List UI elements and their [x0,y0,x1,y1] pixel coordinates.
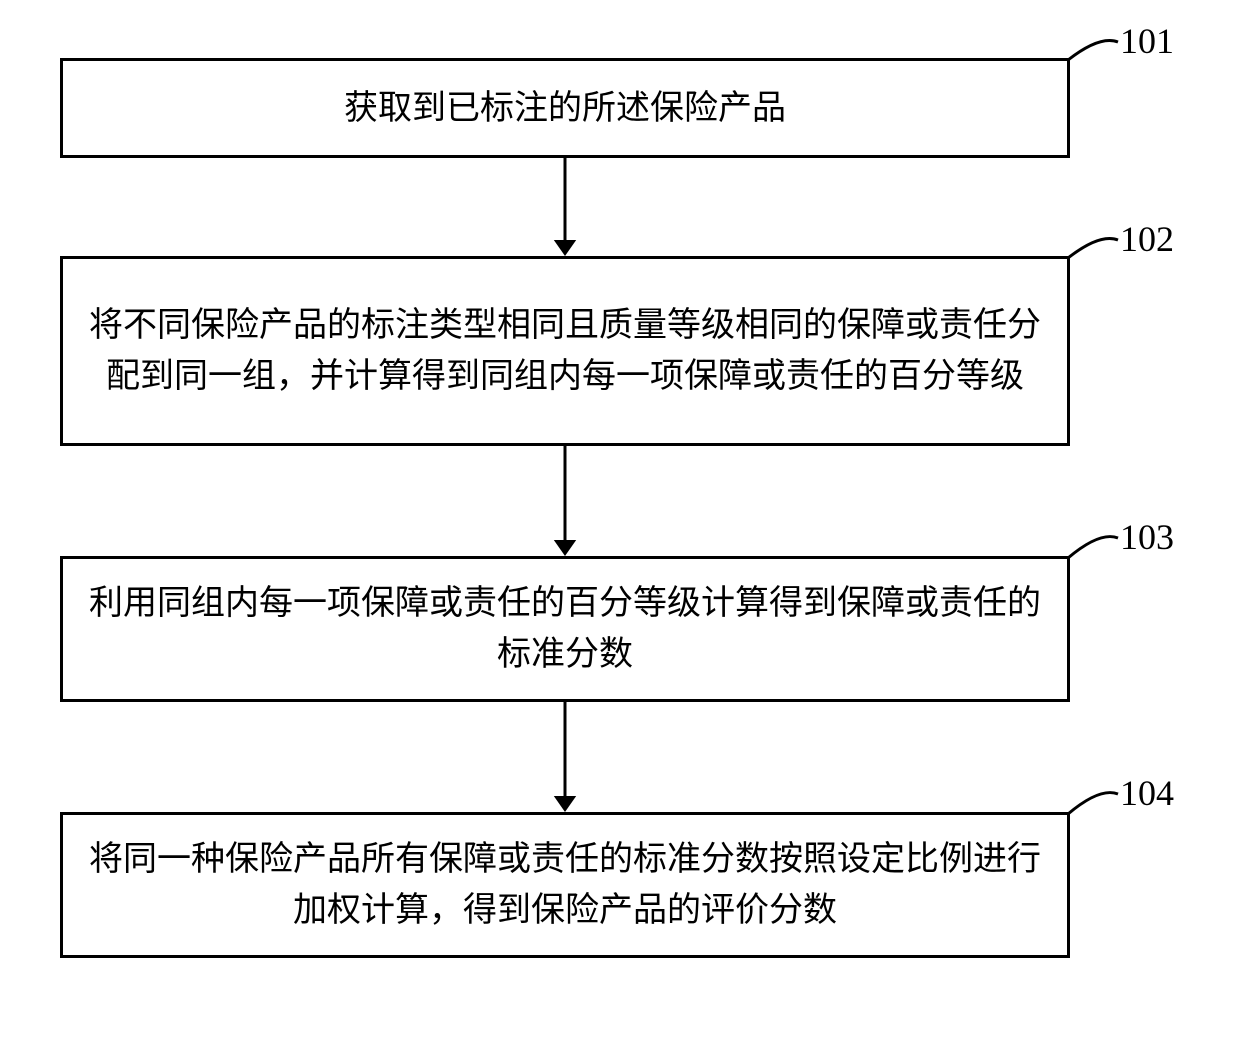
callout-curve-n101 [1068,40,1118,60]
flowchart-node-n102: 将不同保险产品的标注类型相同且质量等级相同的保障或责任分配到同一组，并计算得到同… [60,256,1070,446]
node-label-n103: 103 [1120,516,1174,558]
node-label-n101: 101 [1120,20,1174,62]
flow-arrowhead-0 [554,240,576,256]
flow-arrowhead-2 [554,796,576,812]
callout-curve-n103 [1068,537,1118,558]
flowchart-node-n103: 利用同组内每一项保障或责任的百分等级计算得到保障或责任的标准分数 [60,556,1070,702]
node-label-n104: 104 [1120,772,1174,814]
callout-curve-n104 [1068,793,1118,814]
node-label-n102: 102 [1120,218,1174,260]
callout-curve-n102 [1068,238,1118,258]
flowchart-node-n104: 将同一种保险产品所有保障或责任的标准分数按照设定比例进行加权计算，得到保险产品的… [60,812,1070,958]
flow-arrowhead-1 [554,540,576,556]
flowchart-node-n101: 获取到已标注的所述保险产品 [60,58,1070,158]
